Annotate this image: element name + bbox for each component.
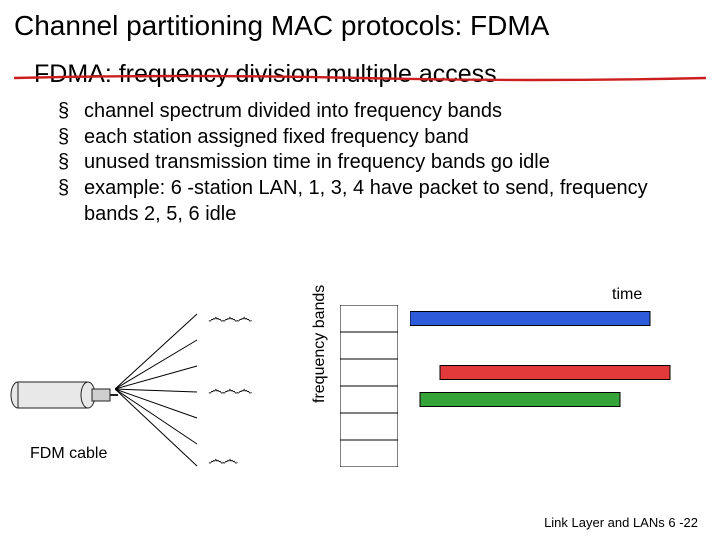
y-axis-label: frequency bands: [311, 285, 329, 403]
wave-icon: ෴෴: [208, 450, 236, 470]
packet-bars: [410, 305, 700, 467]
cable-label: FDM cable: [30, 445, 107, 463]
freq-grid: [340, 305, 398, 467]
bullet-list: channel spectrum divided into frequency …: [0, 95, 720, 227]
bullet-item: each station assigned fixed frequency ba…: [58, 125, 690, 151]
bullet-item: channel spectrum divided into frequency …: [58, 99, 690, 125]
packet-bar: [410, 312, 650, 326]
packet-bar: [440, 366, 670, 380]
time-label: time: [612, 286, 642, 304]
fan-lines-icon: [115, 310, 205, 468]
title-underline: [14, 74, 706, 82]
bullet-item: example: 6 -station LAN, 1, 3, 4 have pa…: [58, 176, 690, 227]
wave-icon: ෴෴෴: [208, 308, 250, 328]
footer-text: Link Layer and LANs 6 -22: [544, 515, 698, 530]
subtitle: FDMA: frequency division multiple access: [0, 42, 720, 95]
wave-icon: ෴෴෴: [208, 380, 250, 400]
packet-bar: [420, 393, 620, 407]
page-title: Channel partitioning MAC protocols: FDMA: [0, 0, 720, 42]
fdm-cable-icon: [10, 380, 120, 410]
fdma-diagram: ෴෴෴ ෴෴෴ ෴෴ FDM cable frequency bands tim…: [0, 280, 720, 500]
bullet-item: unused transmission time in frequency ba…: [58, 150, 690, 176]
